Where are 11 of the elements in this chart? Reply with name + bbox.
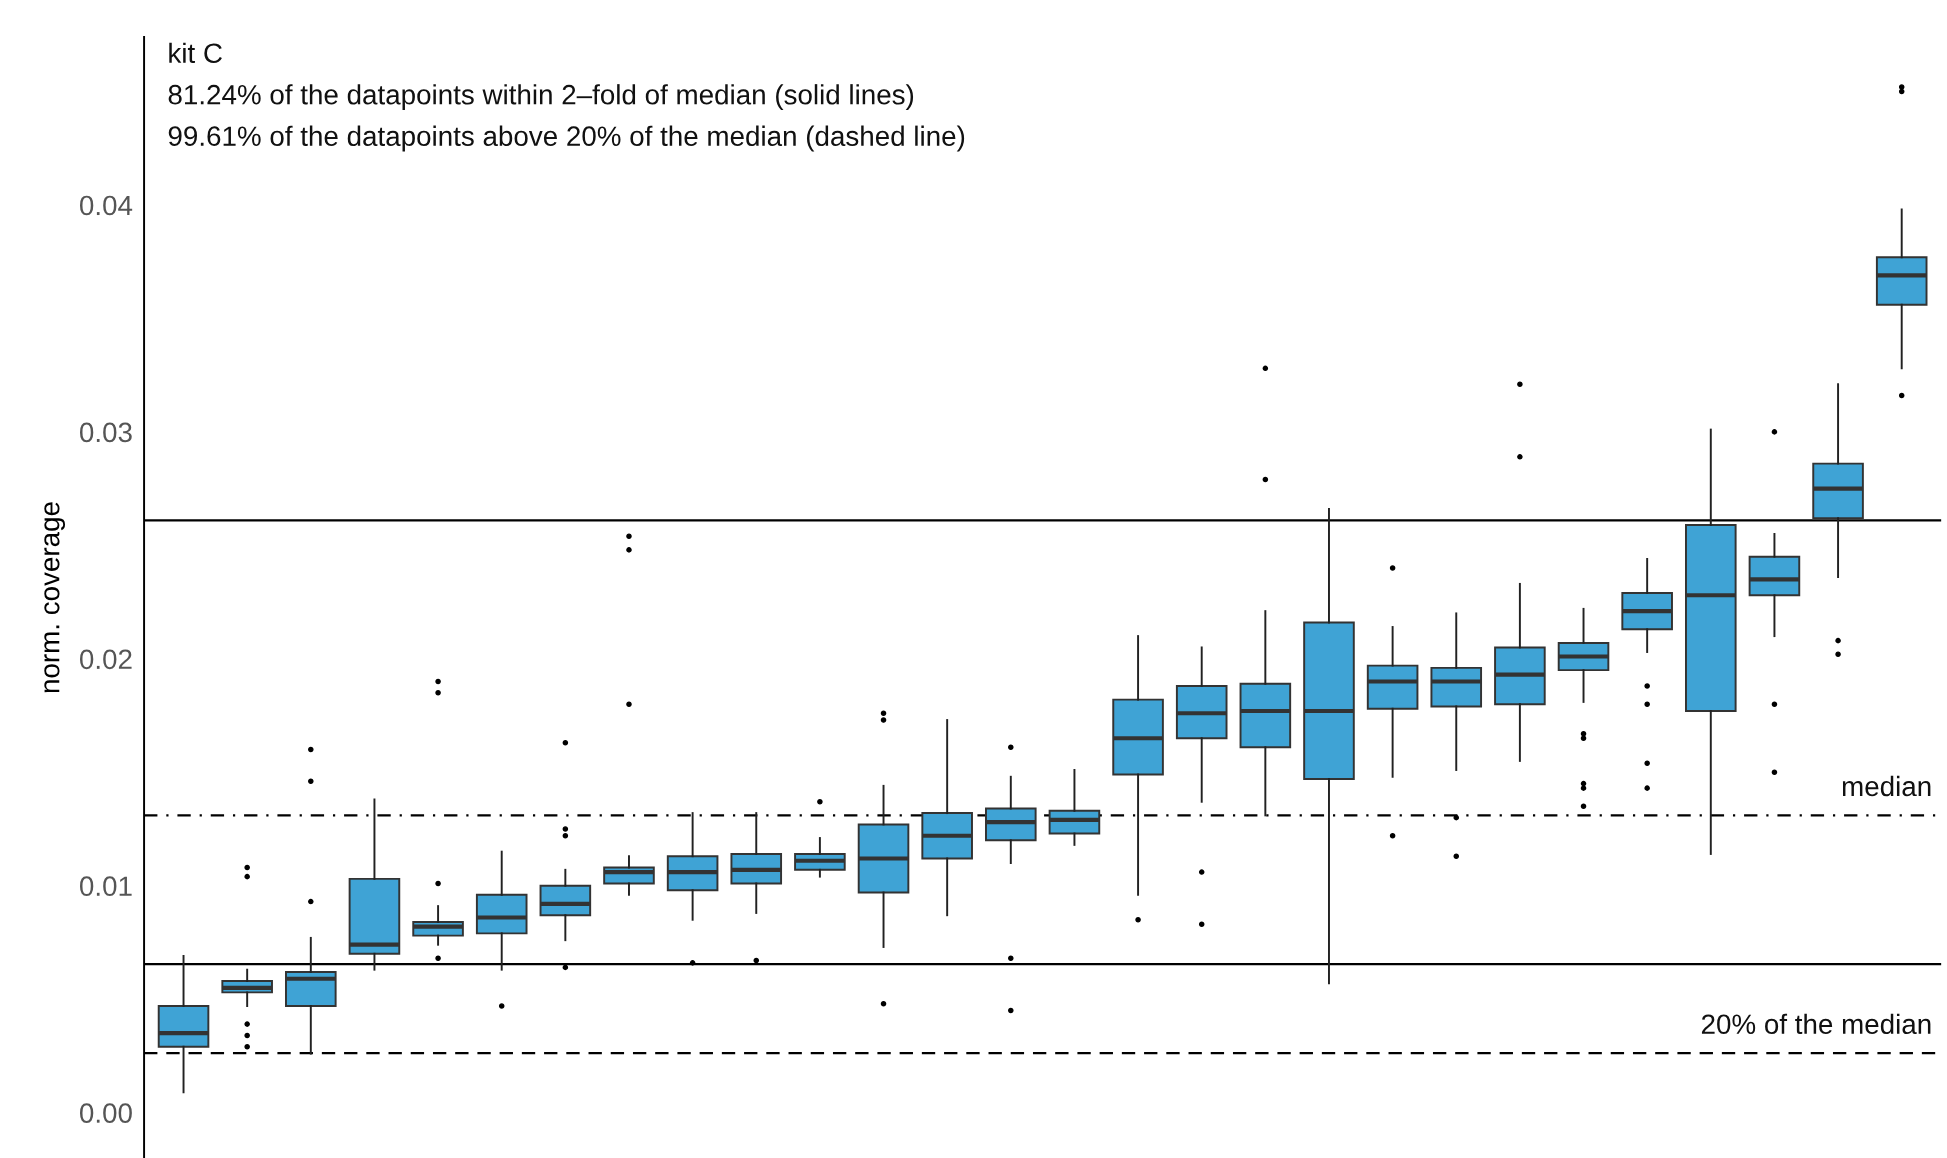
y-tick-label: 0.04: [79, 195, 133, 216]
ref-line-label: 20% of the median: [1701, 1013, 1931, 1035]
y-tick-label: 0.03: [79, 422, 132, 443]
y-tick-label: 0.02: [79, 649, 132, 670]
annotation: 81.24% of the datapoints within 2–fold of median (solid lines): [168, 84, 914, 111]
annotation: kit C: [169, 42, 222, 64]
y-axis-title: norm. coverage: [44, 502, 66, 693]
ref-line-label: median: [1842, 775, 1931, 797]
annotation: 99.61% of the datapoints above 20% of the median (dashed line): [168, 125, 965, 152]
y-tick-label: 0.00: [79, 1103, 132, 1123]
y-tick-label: 0.01: [79, 876, 132, 897]
